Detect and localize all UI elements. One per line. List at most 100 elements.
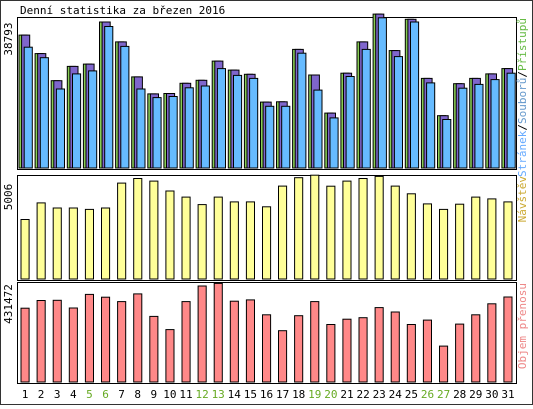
bar-requests-Stránek-21 <box>345 76 355 169</box>
legend-visits: Návštěv <box>516 176 529 223</box>
bar-requests-Stránek-31 <box>506 72 516 169</box>
panel-frame-visits <box>17 175 517 281</box>
bar-visits-Návštěv-5 <box>84 208 95 280</box>
bar-requests-Stránek-25 <box>410 21 420 169</box>
day-label-17: 17 <box>276 388 289 401</box>
day-label-29: 29 <box>469 388 482 401</box>
bar-visits-Návštěv-10 <box>165 190 175 280</box>
day-label-25: 25 <box>405 388 418 401</box>
bar-visits-Návštěv-25 <box>406 193 416 280</box>
legend-entry-visits-0: Návštěv <box>516 176 529 223</box>
bar-visits-Návštěv-2 <box>36 202 46 280</box>
bar-visits-Návštěv-17 <box>278 185 288 280</box>
bar-visits-Návštěv-29 <box>471 196 481 280</box>
bar-visits-Návštěv-26 <box>422 203 432 280</box>
bar-requests-Stránek-12 <box>200 85 210 169</box>
bar-requests-Stránek-22 <box>361 48 371 169</box>
legend-entry-requests-0: Stránek <box>516 130 529 177</box>
bar-visits-Návštěv-3 <box>52 207 62 280</box>
bar-visits-Návštěv-11 <box>181 196 191 280</box>
bar-requests-Stránek-6 <box>104 26 114 169</box>
day-label-31: 31 <box>501 388 514 401</box>
day-label-24: 24 <box>389 388 403 401</box>
panel-frame-requests <box>17 17 517 170</box>
bar-transfer-Objem přenosu-4 <box>68 307 78 383</box>
bar-transfer-Objem přenosu-26 <box>422 319 432 383</box>
bar-requests-Stránek-20 <box>329 117 339 169</box>
legend-transfer: Objem přenosu <box>516 283 529 369</box>
bar-transfer-Objem přenosu-5 <box>84 293 95 383</box>
bar-transfer-Objem přenosu-29 <box>471 314 481 383</box>
bar-transfer-Objem přenosu-30 <box>487 303 497 383</box>
bar-transfer-Objem přenosu-23 <box>374 307 384 383</box>
bar-visits-Návštěv-6 <box>101 207 111 280</box>
bar-requests-Stránek-19 <box>313 89 323 169</box>
bar-transfer-Objem přenosu-21 <box>342 318 352 383</box>
day-label-23: 23 <box>373 388 386 401</box>
bar-visits-Návštěv-19 <box>310 174 320 280</box>
bar-transfer-Objem přenosu-15 <box>245 299 255 383</box>
bar-visits-Návštěv-14 <box>229 201 239 280</box>
bar-requests-Stránek-2 <box>39 57 49 169</box>
bar-transfer-Objem přenosu-10 <box>165 329 175 383</box>
bar-transfer-Objem přenosu-18 <box>294 315 304 383</box>
legend-entry-requests-2: Přístupů <box>516 18 529 71</box>
day-label-1: 1 <box>22 388 29 401</box>
bar-transfer-Objem přenosu-2 <box>36 300 46 383</box>
panel-frame-transfer <box>17 282 517 384</box>
day-label-27: 27 <box>437 388 450 401</box>
bar-transfer-Objem přenosu-27 <box>439 345 449 383</box>
day-label-18: 18 <box>292 388 305 401</box>
day-label-3: 3 <box>54 388 61 401</box>
bar-requests-Stránek-7 <box>120 45 130 169</box>
legend-separator: / <box>516 124 529 131</box>
bar-transfer-Objem přenosu-22 <box>358 317 368 383</box>
bar-requests-Stránek-27 <box>442 119 452 169</box>
legend-entry-requests-1: Souborů <box>516 78 529 124</box>
day-label-8: 8 <box>134 388 141 401</box>
bar-transfer-Objem přenosu-13 <box>213 282 223 383</box>
bar-requests-Stránek-14 <box>233 74 243 169</box>
day-label-9: 9 <box>150 388 157 401</box>
day-label-10: 10 <box>163 388 176 401</box>
bar-requests-Stránek-11 <box>184 87 194 169</box>
bar-visits-Návštěv-16 <box>262 206 272 280</box>
bar-visits-Návštěv-9 <box>149 180 159 280</box>
bar-transfer-Objem přenosu-7 <box>117 301 127 383</box>
day-label-20: 20 <box>324 388 337 401</box>
bar-visits-Návštěv-15 <box>245 201 255 280</box>
bar-requests-Stránek-17 <box>281 105 291 169</box>
bar-requests-Stránek-24 <box>393 56 403 169</box>
bar-requests-Stránek-26 <box>426 82 436 169</box>
ymax-label-requests: 38793 <box>2 22 15 55</box>
bar-requests-Stránek-15 <box>249 77 259 169</box>
bar-requests-Stránek-3 <box>55 88 66 169</box>
bar-visits-Návštěv-31 <box>503 201 513 280</box>
bar-transfer-Objem přenosu-20 <box>326 324 336 383</box>
day-label-21: 21 <box>340 388 353 401</box>
day-label-4: 4 <box>70 388 77 401</box>
bar-visits-Návštěv-12 <box>197 204 207 280</box>
day-label-19: 19 <box>308 388 321 401</box>
bar-visits-Návštěv-21 <box>342 180 352 280</box>
day-label-7: 7 <box>118 388 125 401</box>
bar-requests-Stránek-23 <box>377 17 387 169</box>
bar-visits-Návštěv-13 <box>213 196 223 280</box>
bar-transfer-Objem přenosu-11 <box>181 301 191 383</box>
legend-requests: Stránek/Souborů/Přístupů <box>516 18 529 177</box>
day-label-28: 28 <box>453 388 466 401</box>
bar-transfer-Objem přenosu-28 <box>455 323 465 383</box>
bar-requests-Stránek-10 <box>168 96 178 169</box>
bar-visits-Návštěv-27 <box>439 208 449 280</box>
bar-visits-Návštěv-7 <box>117 182 127 280</box>
bar-visits-Návštěv-24 <box>390 185 400 280</box>
bar-requests-Stránek-1 <box>23 46 33 169</box>
day-label-11: 11 <box>179 388 192 401</box>
bar-transfer-Objem přenosu-19 <box>310 301 320 383</box>
bar-visits-Návštěv-22 <box>358 178 368 280</box>
bar-visits-Návštěv-1 <box>20 219 30 280</box>
bar-transfer-Objem přenosu-16 <box>262 314 272 383</box>
day-label-14: 14 <box>228 388 242 401</box>
